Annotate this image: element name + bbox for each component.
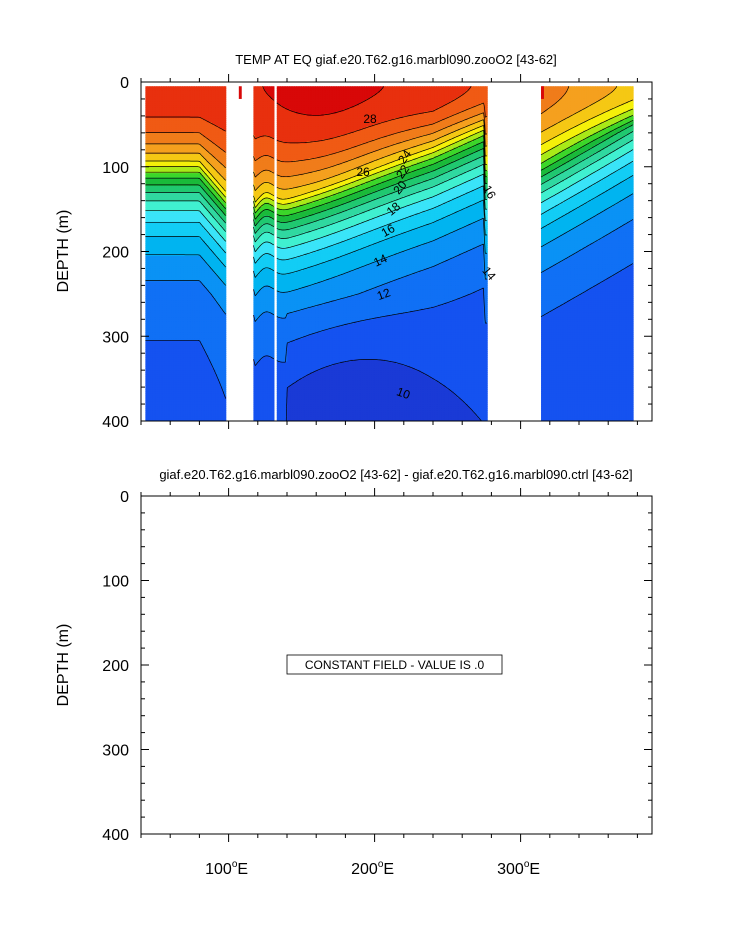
contour-label-28-0: 28 bbox=[363, 112, 377, 126]
bottom-ytick-label-300: 300 bbox=[102, 743, 129, 760]
constant-field-note: CONSTANT FIELD - VALUE IS .0 bbox=[287, 655, 502, 674]
coast-mark-0 bbox=[239, 86, 242, 99]
top-chart-title: TEMP AT EQ giaf.e20.T62.g16.marbl090.zoo… bbox=[235, 52, 557, 67]
contour-segment-0 bbox=[145, 86, 226, 421]
bottom-ytick-label-400: 400 bbox=[102, 827, 129, 844]
bottom-chart-title: giaf.e20.T62.g16.marbl090.zooO2 [43-62] … bbox=[159, 467, 632, 482]
bottom-ytick-label-0: 0 bbox=[120, 489, 129, 506]
bottom-xtick-label-300: 300oE bbox=[497, 859, 540, 878]
bottom-y-axis-label: DEPTH (m) bbox=[55, 624, 72, 707]
top-ytick-label-400: 400 bbox=[102, 414, 129, 431]
difference-panel: giaf.e20.T62.g16.marbl090.zooO2 [43-62] … bbox=[55, 467, 652, 878]
coast-mark-1 bbox=[541, 86, 544, 99]
top-ytick-label-0: 0 bbox=[120, 75, 129, 92]
bottom-axis-ticks: 0 100 200 300 400 100oE 200oE 300oE bbox=[102, 488, 652, 878]
contour-label-26-1: 26 bbox=[356, 165, 370, 179]
top-ytick-label-200: 200 bbox=[102, 245, 129, 262]
figure: TEMP AT EQ giaf.e20.T62.g16.marbl090.zoo… bbox=[0, 0, 733, 945]
top-ytick-label-100: 100 bbox=[102, 160, 129, 177]
temperature-panel: TEMP AT EQ giaf.e20.T62.g16.marbl090.zoo… bbox=[55, 52, 652, 431]
top-ytick-label-300: 300 bbox=[102, 329, 129, 346]
constant-field-text: CONSTANT FIELD - VALUE IS .0 bbox=[305, 658, 485, 672]
top-y-axis-label: DEPTH (m) bbox=[55, 210, 72, 293]
contour-segment-1 bbox=[253, 86, 274, 421]
contour-segment-3 bbox=[541, 86, 634, 421]
bottom-ytick-label-100: 100 bbox=[102, 574, 129, 591]
bottom-ytick-label-200: 200 bbox=[102, 658, 129, 675]
bottom-xtick-label-200: 200oE bbox=[351, 859, 394, 878]
bottom-xtick-label-100: 100oE bbox=[205, 859, 248, 878]
